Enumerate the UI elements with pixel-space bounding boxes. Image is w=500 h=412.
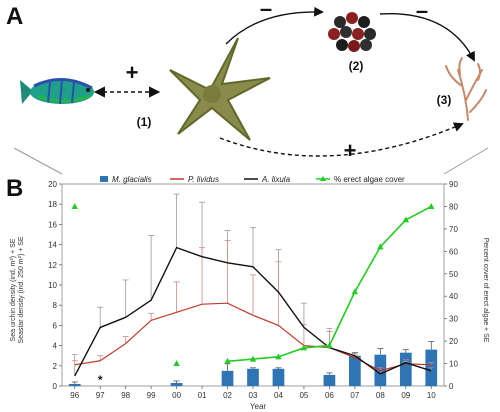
marker-algae-96 bbox=[71, 202, 78, 209]
y-tick-left-label-10: 20 bbox=[48, 180, 57, 189]
bar-96 bbox=[68, 383, 81, 386]
sea-urchins-icon bbox=[328, 12, 376, 52]
x-tick-label-0: 96 bbox=[70, 391, 79, 400]
x-tick-label-14: 10 bbox=[427, 391, 436, 400]
asterisk-annotation: * bbox=[98, 373, 103, 387]
erect-algae-icon bbox=[445, 57, 487, 121]
bar-09 bbox=[399, 352, 412, 386]
label-3: (3) bbox=[437, 93, 452, 107]
seastar-icon bbox=[169, 37, 271, 141]
x-tick-label-4: 00 bbox=[172, 391, 181, 400]
minus-sign-1: – bbox=[260, 0, 272, 21]
y-tick-left-label-5: 10 bbox=[48, 281, 57, 290]
y-axis-right-label: Percent cover of erect algae + SE bbox=[482, 238, 489, 343]
x-tick-label-6: 02 bbox=[223, 391, 232, 400]
y-ticks-left: 0 2 4 6 8 10 12 14 16 18 20 bbox=[48, 180, 62, 391]
marker-algae-03 bbox=[249, 355, 257, 362]
legend-a-lixula: A. lixula bbox=[261, 175, 291, 184]
x-axis-label: Year bbox=[250, 402, 267, 411]
y-tick-right-label-5: 50 bbox=[449, 270, 458, 279]
y-tick-right-label-2: 20 bbox=[449, 337, 458, 346]
x-tick-label-3: 99 bbox=[147, 391, 156, 400]
x-ticks: 96 97 98 99 00 01 02 03 04 05 06 07 08 09 10 bbox=[70, 386, 436, 400]
marker-algae-04 bbox=[275, 353, 282, 360]
y-tick-right-label-3: 30 bbox=[449, 315, 458, 324]
y-tick-left-label-2: 4 bbox=[53, 342, 58, 351]
x-tick-label-7: 03 bbox=[249, 391, 258, 400]
x-tick-label-2: 98 bbox=[121, 391, 130, 400]
marker-algae-00 bbox=[173, 360, 180, 367]
legend-marker-algae bbox=[320, 176, 326, 181]
x-tick-label-8: 04 bbox=[274, 391, 283, 400]
bar-07 bbox=[349, 355, 361, 386]
marker-algae-08 bbox=[377, 243, 384, 250]
x-tick-label-9: 05 bbox=[299, 391, 308, 400]
plus-sign-2: + bbox=[344, 138, 357, 163]
minus-sign-2: – bbox=[416, 0, 428, 23]
x-tick-label-10: 06 bbox=[325, 391, 334, 400]
y-tick-left-label-8: 16 bbox=[48, 220, 57, 229]
y-tick-right-label-8: 80 bbox=[449, 202, 458, 211]
y-tick-left-label-7: 14 bbox=[48, 241, 57, 250]
y-tick-right-label-7: 70 bbox=[449, 225, 458, 234]
y-axis-left-label-2: Seastar density (ind. 250 m²) + SE bbox=[18, 236, 25, 344]
legend-p-lividus: P. lividus bbox=[188, 175, 219, 184]
y-tick-left-label-4: 8 bbox=[53, 301, 58, 310]
plus-sign-1: + bbox=[126, 60, 139, 85]
legend-m-glacialis: M. glacialis bbox=[112, 175, 152, 184]
marker-algae-07 bbox=[351, 288, 359, 295]
y-tick-right-label-0: 0 bbox=[449, 382, 454, 391]
funnel-line-right bbox=[443, 147, 489, 175]
line-a-lixula bbox=[74, 246, 432, 377]
x-tick-label-13: 09 bbox=[401, 391, 410, 400]
marker-algae-05 bbox=[300, 344, 308, 351]
seastar-algae-arrow bbox=[219, 122, 464, 157]
panel-a-label: A bbox=[6, 3, 23, 30]
x-tick-label-5: 01 bbox=[198, 391, 207, 400]
marker-algae-06 bbox=[326, 342, 333, 349]
y-tick-right-label-1: 10 bbox=[449, 360, 458, 369]
funnel-line-left bbox=[13, 147, 63, 175]
marker-algae-02 bbox=[224, 357, 231, 364]
x-tick-label-12: 08 bbox=[376, 391, 385, 400]
bar-02 bbox=[221, 370, 234, 386]
y-tick-left-label-1: 2 bbox=[53, 362, 58, 371]
series-markers bbox=[71, 202, 435, 367]
bar-04 bbox=[272, 368, 285, 386]
label-2: (2) bbox=[349, 59, 364, 73]
error-bars bbox=[71, 193, 435, 384]
y-tick-right-label-4: 40 bbox=[449, 292, 458, 301]
x-tick-label-1: 97 bbox=[96, 391, 105, 400]
label-1: (1) bbox=[137, 115, 152, 129]
y-tick-left-label-9: 18 bbox=[48, 200, 57, 209]
y-ticks-right: 0 10 20 30 40 50 60 70 80 90 bbox=[444, 180, 458, 391]
seastar-urchin-arrow bbox=[225, 6, 324, 45]
y-tick-right-label-9: 90 bbox=[449, 180, 458, 189]
y-tick-left-label-6: 12 bbox=[48, 261, 57, 270]
marker-algae-09 bbox=[402, 216, 409, 223]
urchin-algae-arrow bbox=[379, 13, 475, 62]
legend-algae: % erect algae cover bbox=[334, 175, 405, 184]
wrasse-fish-icon bbox=[20, 78, 94, 105]
y-axis-left-label-1: Sea urchin density (ind. m²) + SE bbox=[10, 238, 17, 341]
y-tick-right-label-6: 60 bbox=[449, 247, 458, 256]
x-tick-label-11: 07 bbox=[350, 391, 359, 400]
bar-03 bbox=[247, 368, 259, 386]
marker-algae-10 bbox=[428, 202, 435, 209]
legend-swatch-m-glacialis bbox=[100, 176, 108, 182]
panel-b-label: B bbox=[6, 175, 23, 202]
y-tick-left-label-0: 0 bbox=[53, 382, 58, 391]
line-p-lividus bbox=[74, 302, 432, 372]
legend: M. glacialis P. lividus A. lixula % erec… bbox=[100, 175, 405, 184]
bar-06 bbox=[323, 374, 336, 386]
bar-00 bbox=[170, 382, 183, 386]
y-tick-left-label-3: 6 bbox=[53, 321, 58, 330]
